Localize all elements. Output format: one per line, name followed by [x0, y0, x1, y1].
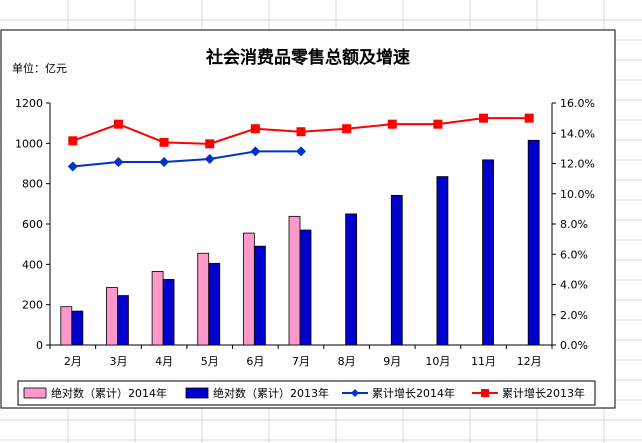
marker-diamond: [204, 153, 215, 164]
bar-2013: [390, 194, 403, 346]
y-right-tick-label: 10.0%: [560, 188, 595, 201]
marker-diamond: [250, 146, 261, 157]
x-tick-label: 12月: [517, 355, 542, 368]
y-right-tick-label: 12.0%: [560, 158, 595, 171]
legend-marker-square: [481, 389, 489, 397]
y-left-tick-label: 1000: [15, 137, 43, 150]
legend-label: 绝对数（累计）2013年: [213, 386, 329, 400]
line-growth-2014: [72, 150, 301, 168]
bar-2013: [436, 176, 449, 346]
y-right-tick-label: 8.0%: [560, 218, 588, 231]
chart-title: 社会消费品零售总额及增速: [205, 47, 410, 68]
marker-square: [342, 124, 352, 134]
legend-label: 累计增长2013年: [502, 386, 585, 400]
bar-2013: [299, 229, 312, 346]
legend-marker-diamond: [351, 389, 359, 397]
marker-square: [159, 137, 169, 147]
marker-square: [387, 119, 397, 129]
marker-square: [479, 113, 489, 123]
bar-2013: [527, 139, 540, 346]
y-right-tick-label: 16.0%: [560, 97, 595, 110]
y-left-tick-label: 200: [22, 299, 43, 312]
marker-square: [113, 119, 123, 129]
bar-2014: [151, 270, 164, 346]
y-left-tick-label: 0: [36, 339, 43, 352]
chart-area: [0, 29, 616, 409]
y-right-tick-label: 2.0%: [560, 309, 588, 322]
legend-swatch-bar: [185, 387, 209, 399]
legend: 绝对数（累计）2014年 绝对数（累计）2013年 累计增长2014年 累计增长201…: [17, 380, 596, 406]
y-left-tick-label: 800: [22, 178, 43, 191]
y-left-tick-label: 1200: [15, 97, 43, 110]
y-right-tick-label: 0.0%: [560, 339, 588, 352]
marker-square: [433, 119, 443, 129]
marker-diamond: [113, 156, 124, 167]
marker-square: [296, 127, 306, 137]
bar-2014: [60, 306, 73, 346]
legend-label: 累计增长2014年: [372, 386, 455, 400]
bar-2013: [208, 262, 221, 346]
plot-area: 0 200 400 600 800 1000 1200 0.0% 2.0% 4.0% 6.0% 8.0…: [15, 97, 595, 368]
x-tick-label: 4月: [155, 355, 173, 368]
marker-diamond: [159, 156, 170, 167]
x-tick-label: 10月: [425, 355, 450, 368]
x-tick-label: 6月: [246, 355, 264, 368]
x-tick-label: 3月: [109, 355, 127, 368]
bar-2013: [345, 213, 358, 346]
x-tick-label: 11月: [471, 355, 496, 368]
y-left-tick-label: 400: [22, 258, 43, 271]
legend-label: 绝对数（累计）2014年: [51, 386, 167, 400]
bar-2013: [162, 279, 175, 346]
legend-swatch-bar: [23, 387, 47, 399]
x-tick-label: 5月: [201, 355, 219, 368]
unit-label: 单位：亿元: [12, 61, 67, 75]
bar-2013: [117, 295, 129, 346]
marker-square: [524, 113, 534, 123]
marker-square: [250, 124, 260, 134]
y-right-tick-label: 6.0%: [560, 248, 588, 261]
legend-box: [17, 380, 596, 406]
marker-diamond: [296, 146, 306, 157]
bar-2013: [253, 245, 266, 346]
y-right-tick-label: 14.0%: [560, 127, 595, 140]
marker-square: [205, 139, 215, 149]
y-right-tick-label: 4.0%: [560, 279, 588, 292]
bar-2014: [106, 287, 118, 346]
y-left-tick-label: 600: [22, 218, 43, 231]
x-tick-label: 2月: [64, 355, 82, 368]
x-tick-label: 7月: [292, 355, 310, 368]
bar-2013: [71, 310, 84, 346]
marker-diamond: [67, 161, 78, 172]
bar-2013: [482, 159, 494, 346]
bar-2014: [288, 215, 301, 346]
x-tick-label: 8月: [338, 355, 356, 368]
x-tick-label: 9月: [383, 355, 401, 368]
marker-square: [68, 136, 78, 146]
bar-2014: [242, 232, 255, 346]
bar-2014: [197, 252, 210, 346]
